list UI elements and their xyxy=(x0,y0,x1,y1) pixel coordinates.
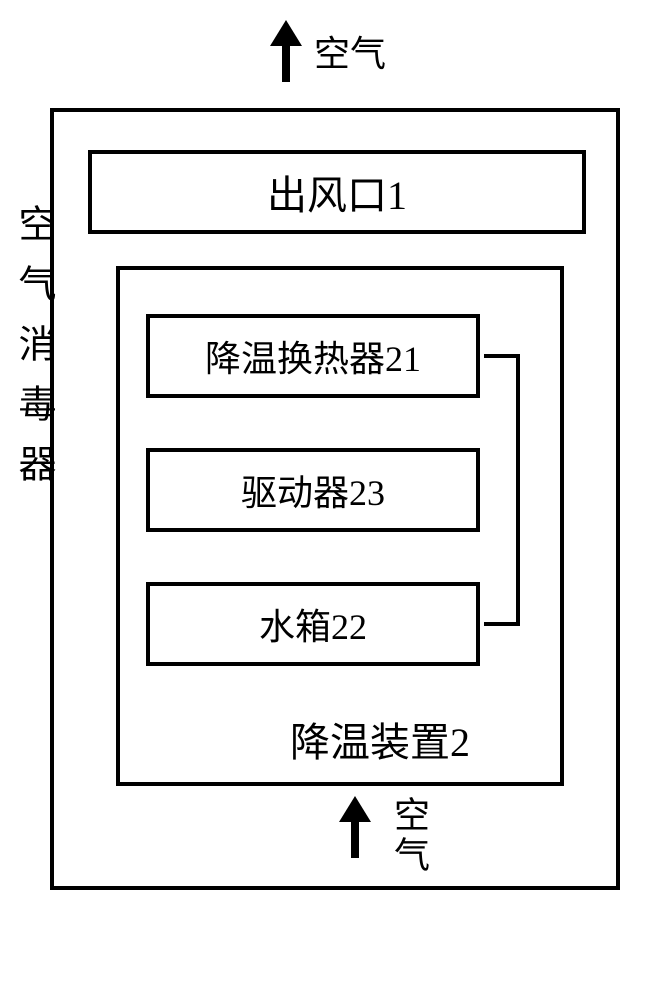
outlet-label: 出风口1 xyxy=(267,163,407,221)
connector-vertical xyxy=(516,354,520,626)
water-tank-label: 水箱22 xyxy=(259,598,367,650)
arrow-up-icon xyxy=(339,796,371,858)
main-container: 出风口1 降温换热器21 驱动器23 水箱22 降温装置2 空气 xyxy=(50,108,620,890)
arrow-up-icon xyxy=(270,20,302,82)
connector-bottom-horizontal xyxy=(484,622,520,626)
bottom-air-label: 空气 xyxy=(383,796,435,876)
driver-box: 驱动器23 xyxy=(146,448,480,532)
heat-exchanger-label: 降温换热器21 xyxy=(205,330,421,382)
connector-top-horizontal xyxy=(484,354,520,358)
bottom-arrow-group: 空气 xyxy=(339,796,435,876)
cooling-device-box: 降温换热器21 驱动器23 水箱22 降温装置2 xyxy=(116,266,564,786)
top-arrow-group: 空气 xyxy=(270,20,386,82)
heat-exchanger-box: 降温换热器21 xyxy=(146,314,480,398)
driver-label: 驱动器23 xyxy=(241,464,385,516)
cooling-device-label: 降温装置2 xyxy=(290,710,470,768)
top-air-label: 空气 xyxy=(314,25,386,77)
water-tank-box: 水箱22 xyxy=(146,582,480,666)
outlet-box: 出风口1 xyxy=(88,150,586,234)
